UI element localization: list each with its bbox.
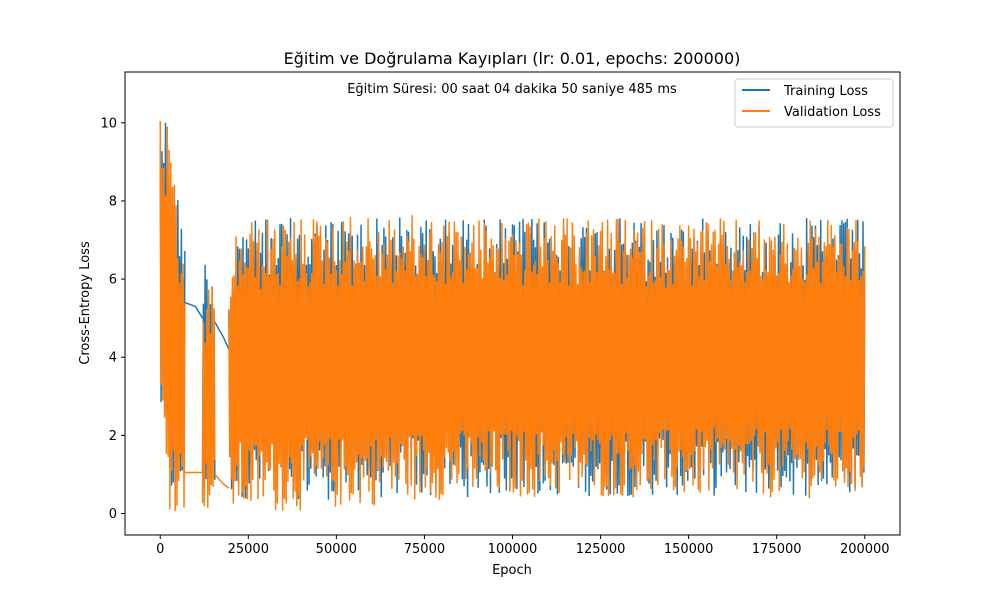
y-tick-label: 0 <box>109 507 117 522</box>
series-smooth-training <box>184 301 204 319</box>
legend-label-training: Training Loss <box>783 84 868 99</box>
y-tick-label: 6 <box>109 273 117 288</box>
y-tick-label: 10 <box>100 116 117 131</box>
plot-area <box>124 71 901 536</box>
x-tick-label: 25000 <box>228 542 269 557</box>
x-tick-label: 100000 <box>488 542 538 557</box>
x-tick-label: 50000 <box>316 542 357 557</box>
chart-title: Eğitim ve Doğrulama Kayıpları (lr: 0.01,… <box>284 49 741 68</box>
x-axis-ticks: 0 25000 50000 75000 100000 125000 150000 175000… <box>156 535 890 557</box>
series-smooth-validation <box>214 473 230 489</box>
y-tick-label: 2 <box>109 429 117 444</box>
x-axis-label: Epoch <box>492 563 532 578</box>
series-line-validation <box>228 215 866 511</box>
y-tick-label: 8 <box>109 194 117 209</box>
y-axis-label: Cross-Entropy Loss <box>78 241 93 365</box>
x-tick-label: 200000 <box>840 542 890 557</box>
y-tick-label: 4 <box>109 351 117 366</box>
series-line-validation <box>201 287 216 509</box>
x-tick-label: 0 <box>156 542 164 557</box>
training-time-annotation: Eğitim Süresi: 00 saat 04 dakika 50 sani… <box>347 82 677 97</box>
x-tick-label: 175000 <box>752 542 802 557</box>
series-line-validation <box>159 121 186 512</box>
x-tick-label: 75000 <box>404 542 445 557</box>
legend-box <box>734 78 894 128</box>
series-smooth-training <box>214 321 230 350</box>
legend-label-validation: Validation Loss <box>784 105 881 120</box>
series-layer <box>159 121 866 512</box>
legend: Training Loss Validation Loss <box>734 78 894 128</box>
x-tick-label: 150000 <box>664 542 714 557</box>
y-axis-ticks: 0 2 4 6 8 10 <box>100 116 125 522</box>
x-tick-label: 125000 <box>576 542 626 557</box>
